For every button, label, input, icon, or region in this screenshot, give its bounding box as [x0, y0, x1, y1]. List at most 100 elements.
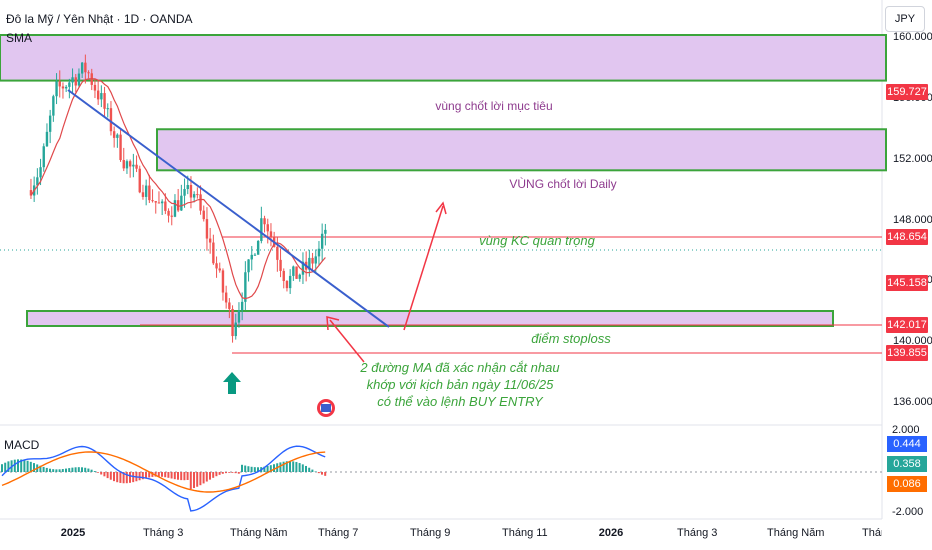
candle-body — [106, 108, 109, 110]
macd-bar — [161, 472, 163, 477]
candle-body — [221, 270, 225, 293]
candle-body — [103, 93, 106, 109]
macd-bar — [321, 472, 323, 475]
macd-value-tag: 0.086 — [887, 476, 927, 492]
price-tick-label: 160.000 — [893, 31, 932, 43]
macd-axis-bottom: -2.000 — [892, 506, 924, 518]
macd-bar — [93, 471, 96, 472]
candle-body — [324, 229, 327, 234]
macd-bar — [257, 467, 259, 472]
macd-bar — [228, 472, 231, 473]
candle-body — [224, 292, 228, 303]
entry-arrow — [329, 319, 365, 363]
macd-bar — [151, 472, 154, 477]
macd-bar — [295, 462, 298, 472]
macd-bar — [49, 468, 51, 472]
candle-body — [55, 81, 58, 97]
candles — [29, 54, 327, 343]
candle-body — [68, 82, 71, 87]
macd-bar — [20, 459, 23, 472]
candle-body — [276, 246, 279, 260]
macd-bar — [225, 472, 227, 474]
macd-bar — [164, 472, 167, 478]
time-tick-label: Tháng 7 — [862, 527, 882, 539]
macd-bar — [301, 464, 304, 472]
macd-bar — [282, 461, 285, 472]
candle-body — [45, 131, 49, 147]
candle-body — [42, 146, 45, 168]
candle-body — [301, 261, 305, 275]
candle-body — [52, 96, 55, 116]
macd-bar — [113, 472, 115, 482]
candle-body — [58, 81, 61, 87]
candle-body — [218, 268, 221, 271]
macd-bar — [154, 472, 157, 477]
time-tick-label: Tháng 9 — [410, 527, 451, 539]
candle-body — [189, 185, 193, 198]
macd-bar — [212, 472, 215, 478]
macd-bar — [189, 472, 192, 489]
macd-bar — [205, 472, 208, 482]
candle-body — [215, 263, 218, 269]
candle-body — [151, 200, 154, 202]
macd-bar — [145, 472, 147, 479]
macd-bar — [177, 472, 179, 480]
candle-body — [228, 302, 231, 309]
macd-bar — [39, 465, 42, 472]
macd-bar — [97, 472, 99, 473]
candle-body — [205, 219, 209, 239]
macd-bar — [202, 472, 205, 484]
macd-bar — [305, 465, 307, 472]
macd-bar — [45, 467, 48, 472]
candle-body — [253, 254, 257, 256]
macd-bar — [324, 472, 327, 476]
candle-body — [202, 210, 205, 220]
price-tick-label: 136.000 — [893, 396, 932, 408]
buy-marker-icon — [223, 372, 241, 394]
candle-body — [308, 257, 311, 270]
macd-bar — [129, 472, 131, 483]
candle-body — [170, 215, 173, 217]
candle-body — [292, 266, 295, 276]
macd-bar — [244, 465, 247, 472]
candle-body — [180, 195, 183, 211]
candle-body — [164, 201, 167, 211]
currency-button[interactable]: JPY — [885, 6, 925, 32]
macd-bar — [122, 472, 125, 484]
entry-arrow-head — [326, 316, 340, 331]
macd-bar — [209, 472, 211, 480]
candle-body — [282, 270, 285, 282]
macd-bar — [74, 467, 77, 472]
candle-body — [138, 168, 141, 193]
macd-bar — [193, 472, 195, 489]
macd-bar — [65, 468, 67, 472]
macd-bar — [196, 472, 199, 487]
candle-body — [295, 266, 298, 279]
candle-body — [96, 90, 100, 100]
macd-bar — [311, 469, 314, 472]
macd-bar — [237, 472, 240, 474]
candle-body — [212, 242, 215, 264]
macd-bar — [170, 472, 173, 479]
note-line: khớp với kịch bản ngày 11/06/25 — [367, 377, 555, 392]
macd-bar — [157, 472, 160, 477]
signal-line — [1, 451, 326, 493]
candle-body — [93, 84, 97, 91]
candle-body — [247, 259, 250, 273]
target-arrow — [403, 205, 444, 331]
macd-bar — [263, 466, 266, 472]
macd-bar — [186, 472, 189, 480]
candle-body — [160, 201, 164, 204]
macd-histogram — [1, 459, 327, 489]
candle-body — [263, 218, 266, 225]
candle-body — [100, 93, 103, 100]
indicator-label: SMA — [6, 31, 33, 45]
time-tick-label: Tháng 7 — [318, 527, 359, 539]
macd-bar — [81, 467, 83, 472]
macd-bar — [1, 464, 3, 472]
price-tag: 145.158 — [886, 275, 928, 291]
macd-bar — [289, 461, 291, 472]
macd-bar — [17, 459, 19, 472]
macd-bar — [125, 472, 128, 484]
time-tick-label: Tháng 11 — [502, 527, 548, 539]
